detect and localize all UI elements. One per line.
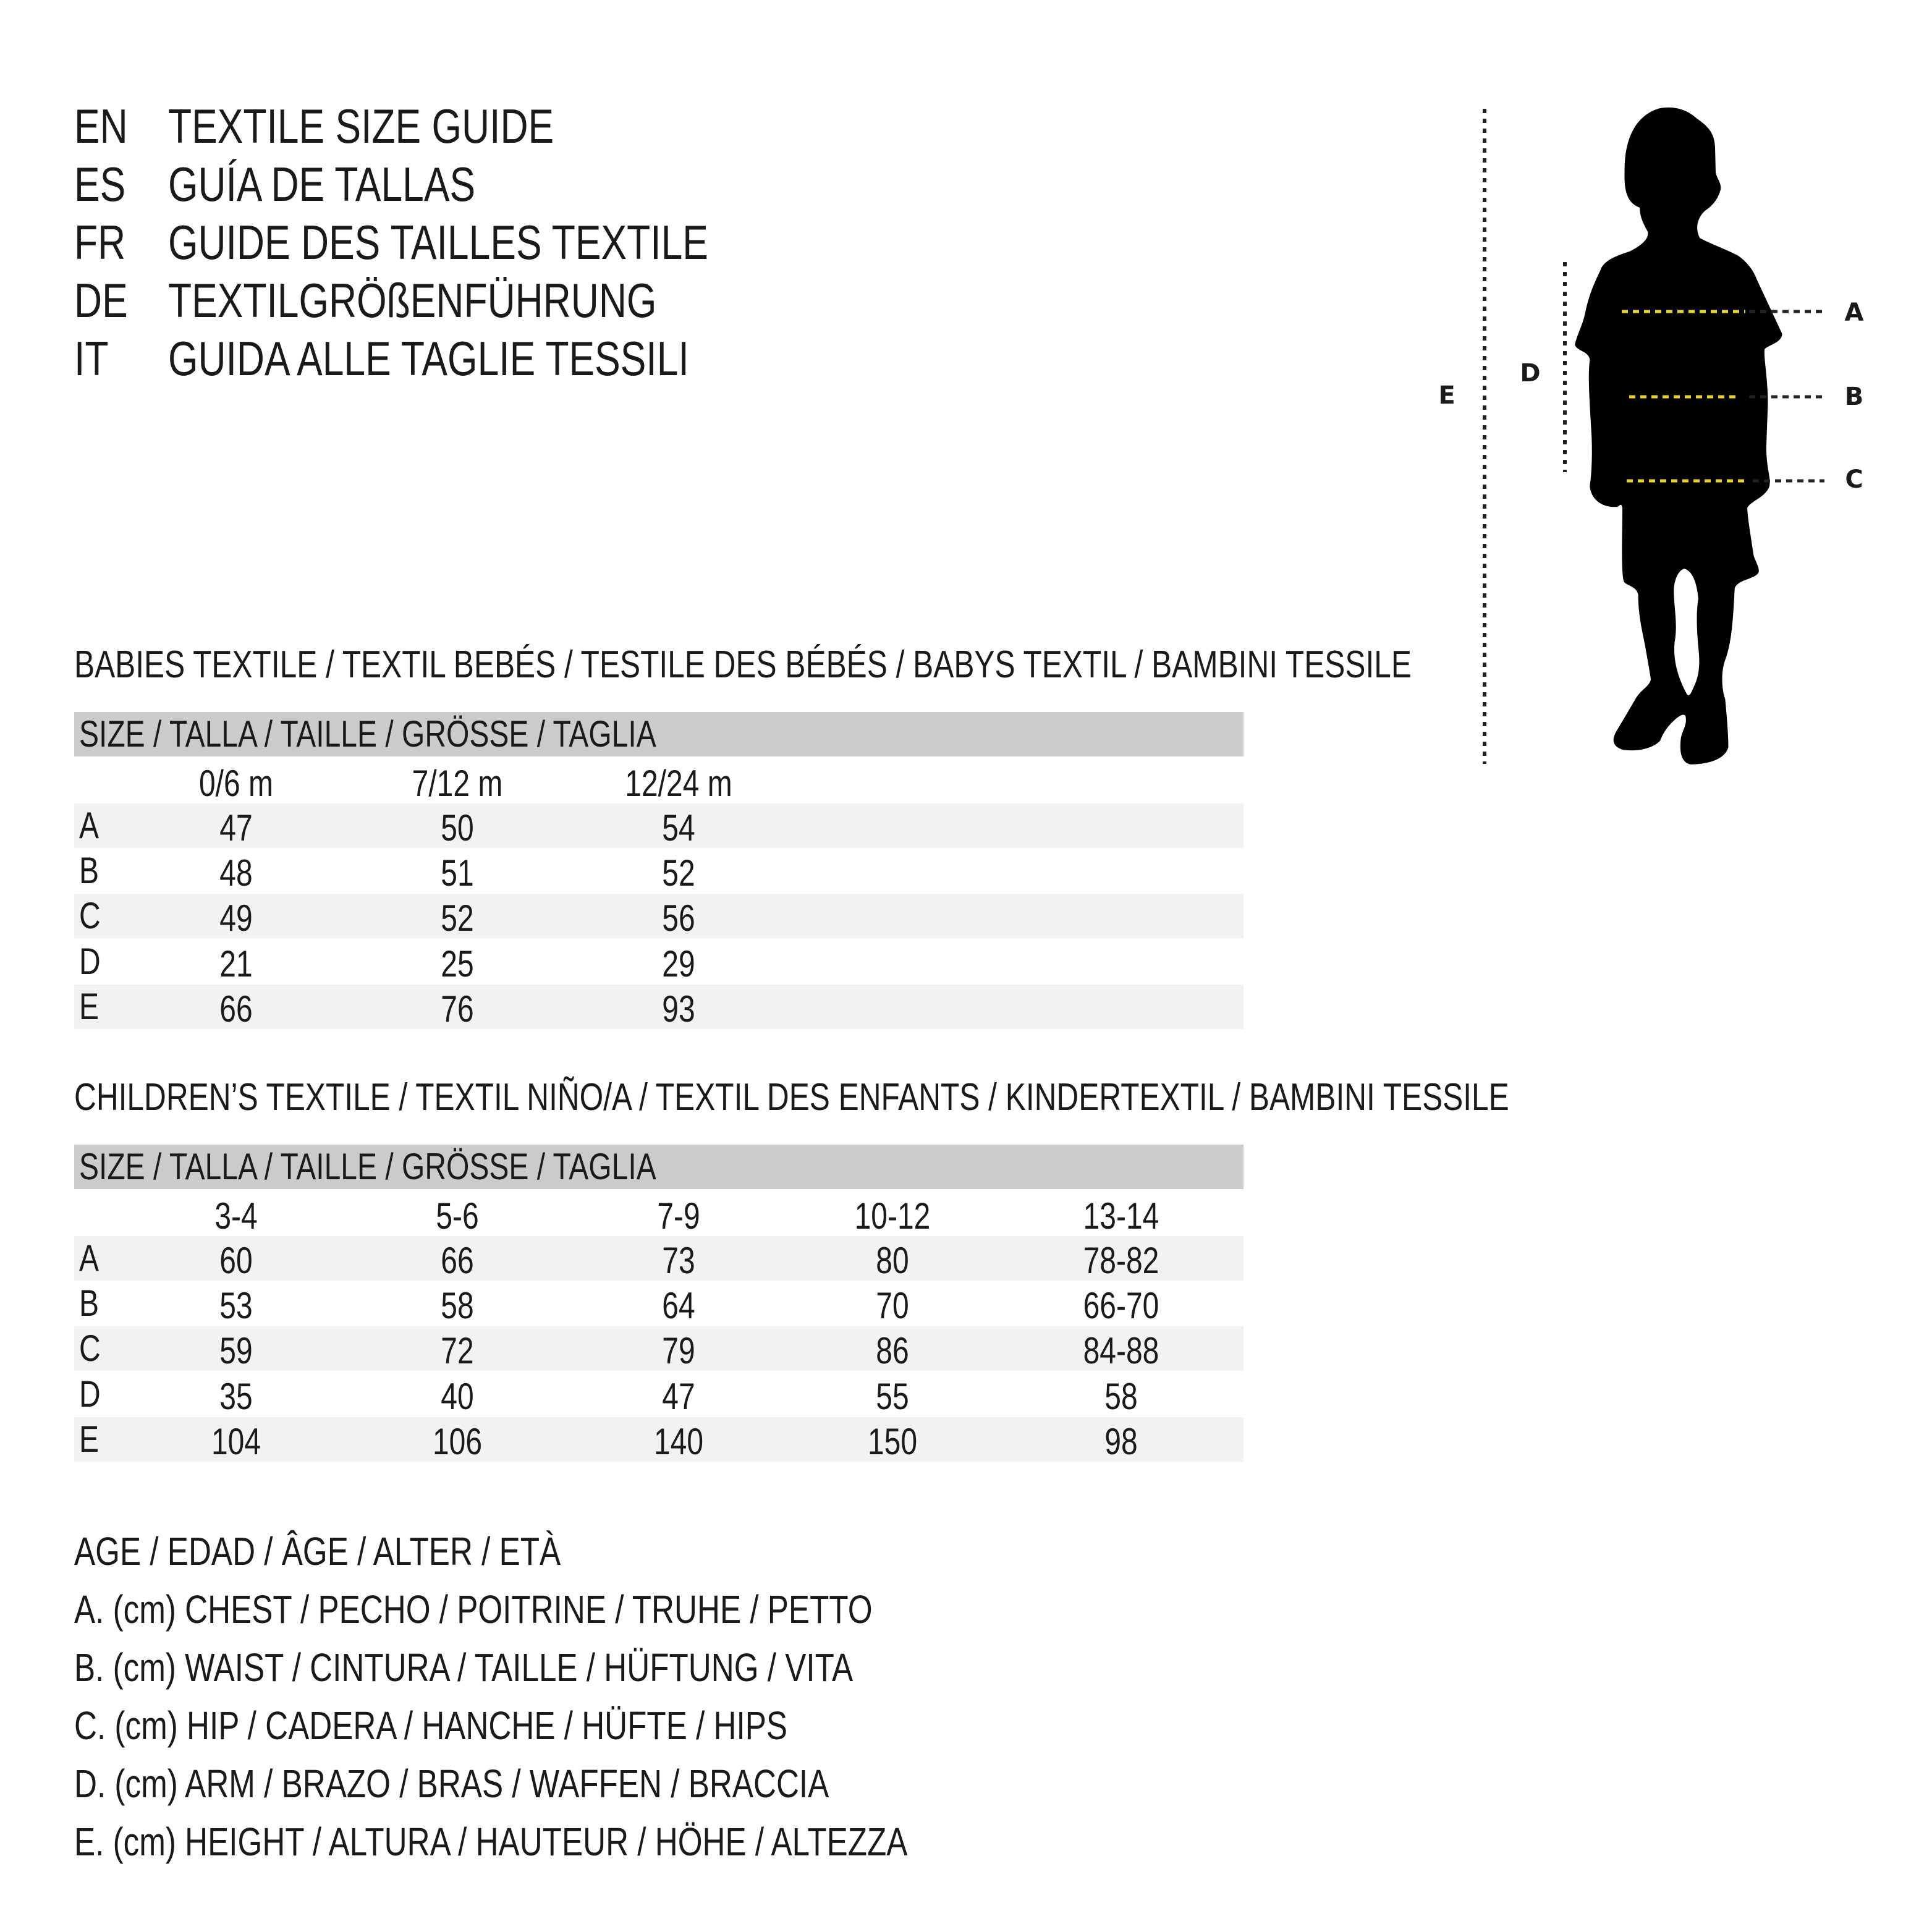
table-cell: 70 xyxy=(876,1285,909,1327)
table-row-stripe xyxy=(74,1326,1244,1371)
label-a: A xyxy=(1844,299,1864,327)
table-row-stripe xyxy=(74,803,1244,848)
table-cell: 72 xyxy=(441,1330,474,1372)
table-cell: 64 xyxy=(662,1285,695,1327)
size-header-label: SIZE / TALLA / TAILLE / GRÖSSE / TAGLIA xyxy=(79,713,656,755)
table-cell: 86 xyxy=(876,1330,909,1372)
column-header: 12/24 m xyxy=(625,763,732,804)
table-cell: 56 xyxy=(662,897,695,939)
table-row-stripe xyxy=(74,984,1244,1029)
table-cell: 150 xyxy=(867,1420,918,1462)
column-header: 7-9 xyxy=(657,1195,700,1237)
column-header: 3-4 xyxy=(214,1195,258,1237)
size-header-bar xyxy=(74,712,1244,756)
table-cell: 40 xyxy=(441,1375,474,1417)
title-text: TEXTILE SIZE GUIDE xyxy=(168,99,554,153)
section-heading: CHILDREN’S TEXTILE / TEXTIL NIÑO/A / TEX… xyxy=(74,1076,1509,1119)
row-label: D xyxy=(79,940,101,982)
table-cell: 29 xyxy=(662,943,695,985)
table-cell: 54 xyxy=(662,807,695,849)
table-cell: 93 xyxy=(662,988,695,1030)
title-text: GUIDA ALLE TAGLIE TESSILI xyxy=(168,331,689,386)
row-label: A xyxy=(79,805,100,846)
table-cell: 55 xyxy=(876,1375,909,1417)
table-cell: 73 xyxy=(662,1240,695,1281)
row-label: C xyxy=(79,1328,101,1370)
title-text: TEXTILGRÖßENFÜHRUNG xyxy=(168,273,657,328)
row-label: D xyxy=(79,1373,101,1415)
table-cell: 50 xyxy=(441,807,474,849)
table-cell: 52 xyxy=(662,852,695,894)
table-cell: 98 xyxy=(1104,1420,1138,1462)
column-header: 0/6 m xyxy=(198,763,274,804)
label-e: E xyxy=(1438,381,1455,410)
title-text: GUÍA DE TALLAS xyxy=(168,157,476,211)
table-cell: 84-88 xyxy=(1083,1330,1159,1372)
table-cell: 21 xyxy=(219,943,253,985)
child-silhouette-icon xyxy=(1575,107,1782,765)
table-cell: 58 xyxy=(441,1285,474,1327)
title-text: GUIDE DES TAILLES TEXTILE xyxy=(168,215,708,269)
table-cell: 80 xyxy=(876,1240,909,1281)
table-cell: 48 xyxy=(219,852,253,894)
label-c: C xyxy=(1845,465,1863,494)
table-row-stripe xyxy=(74,1417,1244,1462)
table-cell: 35 xyxy=(219,1375,253,1417)
legend-line: A. (cm) CHEST / PECHO / POITRINE / TRUHE… xyxy=(74,1587,873,1632)
table-cell: 140 xyxy=(653,1420,704,1462)
column-header: 7/12 m xyxy=(412,763,503,804)
table-cell: 52 xyxy=(441,897,474,939)
row-label: A xyxy=(79,1237,100,1279)
legend-line: B. (cm) WAIST / CINTURA / TAILLE / HÜFTU… xyxy=(74,1645,854,1690)
label-d: D xyxy=(1520,359,1541,388)
table-cell: 49 xyxy=(219,897,253,939)
row-label: E xyxy=(79,985,100,1027)
row-label: E xyxy=(79,1418,100,1460)
table-cell: 79 xyxy=(662,1330,695,1372)
title-lang-code: EN xyxy=(74,99,128,153)
table-row-stripe xyxy=(74,1236,1244,1281)
title-lang-code: ES xyxy=(74,157,126,211)
table-cell: 47 xyxy=(219,807,253,849)
table-cell: 47 xyxy=(662,1375,695,1417)
table-cell: 66 xyxy=(219,988,253,1030)
table-cell: 58 xyxy=(1104,1375,1138,1417)
size-header-label: SIZE / TALLA / TAILLE / GRÖSSE / TAGLIA xyxy=(79,1146,656,1187)
table-cell: 78-82 xyxy=(1083,1240,1159,1281)
column-header: 10-12 xyxy=(854,1195,931,1237)
table-cell: 76 xyxy=(441,988,474,1030)
section-heading: BABIES TEXTILE / TEXTIL BEBÉS / TESTILE … xyxy=(74,643,1412,686)
table-cell: 59 xyxy=(219,1330,253,1372)
table-cell: 66-70 xyxy=(1083,1285,1159,1327)
table-cell: 106 xyxy=(432,1420,483,1462)
row-label: B xyxy=(79,1282,100,1324)
row-label: C xyxy=(79,895,101,937)
size-header-bar xyxy=(74,1145,1244,1189)
table-cell: 66 xyxy=(441,1240,474,1281)
title-lang-code: DE xyxy=(74,273,128,328)
table-cell: 51 xyxy=(441,852,474,894)
title-lang-code: FR xyxy=(74,215,126,269)
column-header: 13-14 xyxy=(1083,1195,1159,1237)
legend-line: D. (cm) ARM / BRAZO / BRAS / WAFFEN / BR… xyxy=(74,1761,829,1806)
table-cell: 60 xyxy=(219,1240,253,1281)
label-b: B xyxy=(1844,383,1864,411)
legend-line: E. (cm) HEIGHT / ALTURA / HAUTEUR / HÖHE… xyxy=(74,1820,908,1864)
column-header: 5-6 xyxy=(436,1195,479,1237)
legend-line: C. (cm) HIP / CADERA / HANCHE / HÜFTE / … xyxy=(74,1703,788,1748)
title-lang-code: IT xyxy=(74,331,109,386)
table-cell: 104 xyxy=(211,1420,261,1462)
table-row-stripe xyxy=(74,894,1244,939)
row-label: B xyxy=(79,850,100,892)
table-cell: 25 xyxy=(441,943,474,985)
table-cell: 53 xyxy=(219,1285,253,1327)
legend-line: AGE / EDAD / ÂGE / ALTER / ETÀ xyxy=(74,1529,561,1574)
